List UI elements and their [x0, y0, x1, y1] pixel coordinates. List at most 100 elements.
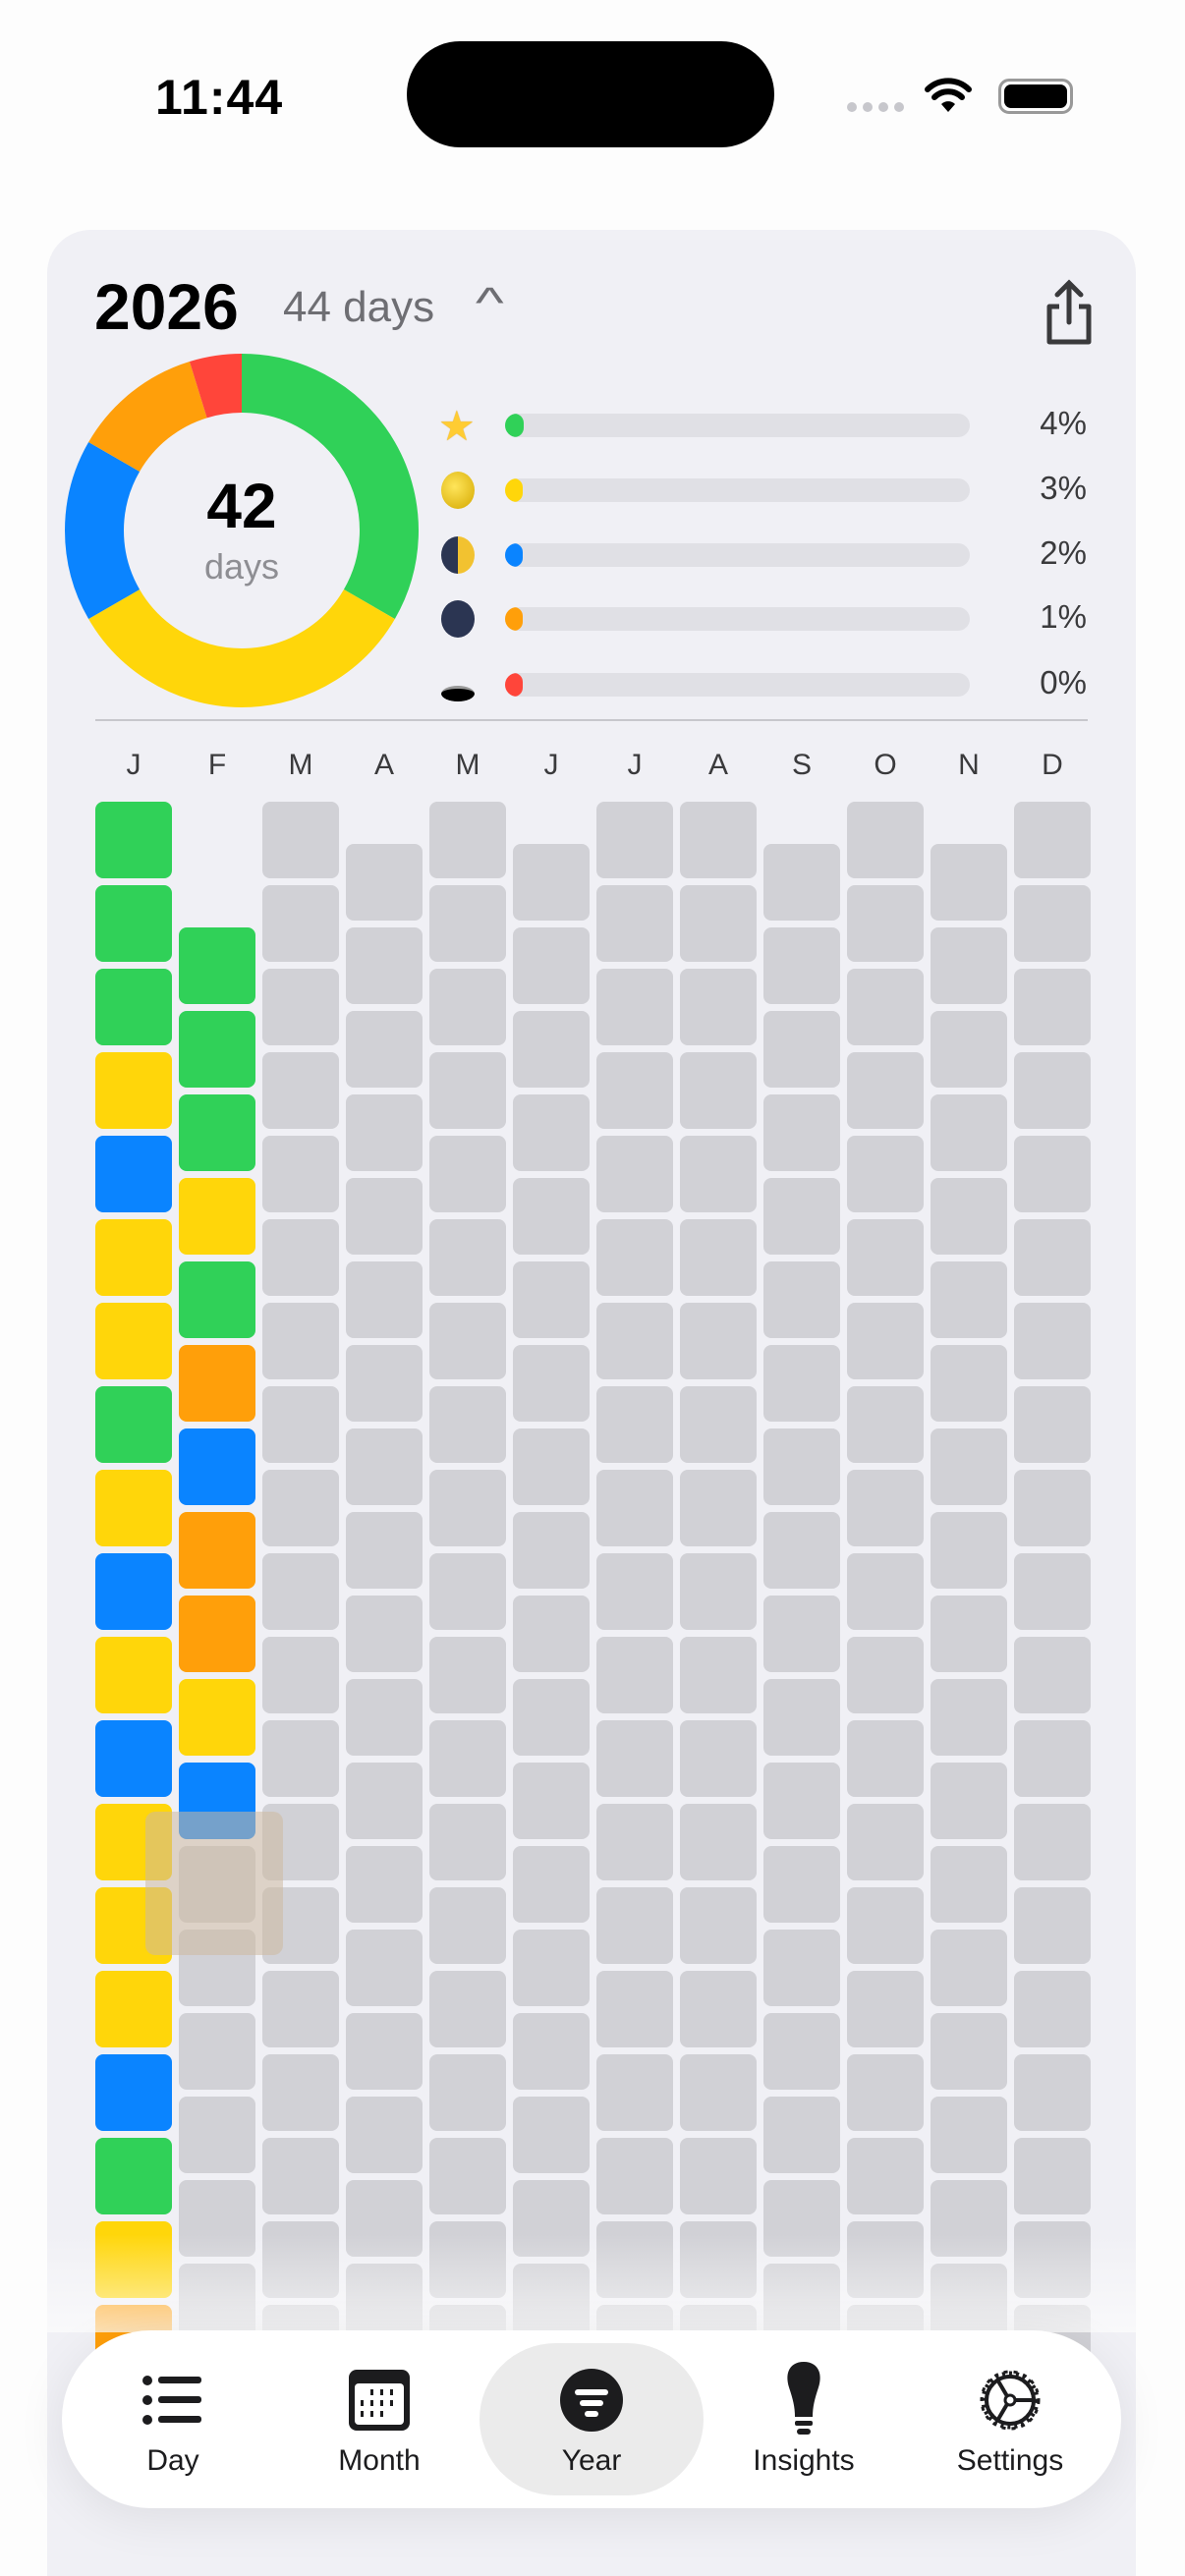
day-cell[interactable]	[179, 1260, 255, 1338]
tab-insights[interactable]: Insights	[701, 2330, 907, 2508]
day-cell[interactable]	[346, 843, 423, 921]
day-cell[interactable]	[346, 1428, 423, 1505]
day-cell[interactable]	[1014, 1553, 1091, 1630]
day-cell[interactable]	[262, 1136, 339, 1212]
day-cell[interactable]	[179, 926, 255, 1004]
day-cell[interactable]	[596, 1553, 673, 1630]
day-cell[interactable]	[931, 1845, 1007, 1923]
day-cell[interactable]	[847, 1553, 924, 1630]
day-cell[interactable]	[931, 926, 1007, 1004]
day-cell[interactable]	[1014, 1386, 1091, 1463]
day-cell[interactable]	[931, 2012, 1007, 2090]
day-cell[interactable]	[95, 1052, 172, 1129]
share-icon[interactable]	[1040, 279, 1099, 348]
day-cell[interactable]	[513, 1511, 590, 1589]
day-cell[interactable]	[680, 1052, 757, 1129]
day-cell[interactable]	[429, 1971, 506, 2047]
day-cell[interactable]	[680, 1804, 757, 1880]
day-cell[interactable]	[847, 1637, 924, 1713]
day-cell[interactable]	[763, 843, 840, 921]
day-cell[interactable]	[763, 1511, 840, 1589]
day-cell[interactable]	[179, 2096, 255, 2173]
day-cell[interactable]	[513, 1093, 590, 1171]
day-cell[interactable]	[95, 1637, 172, 1713]
day-cell[interactable]	[596, 2054, 673, 2131]
day-cell[interactable]	[513, 1260, 590, 1338]
day-cell[interactable]	[262, 1720, 339, 1797]
day-cell[interactable]	[179, 1428, 255, 1505]
day-cell[interactable]	[262, 1470, 339, 1546]
day-cell[interactable]	[931, 1678, 1007, 1756]
day-cell[interactable]	[179, 1511, 255, 1589]
day-cell[interactable]	[596, 1136, 673, 1212]
day-cell[interactable]	[429, 1720, 506, 1797]
day-cell[interactable]	[95, 1720, 172, 1797]
day-cell[interactable]	[429, 1804, 506, 1880]
day-cell[interactable]	[179, 1093, 255, 1171]
day-cell[interactable]	[429, 1470, 506, 1546]
day-cell[interactable]	[931, 1344, 1007, 1422]
day-cell[interactable]	[680, 1303, 757, 1379]
day-cell[interactable]	[931, 1093, 1007, 1171]
day-cell[interactable]	[763, 926, 840, 1004]
day-cell[interactable]	[847, 1052, 924, 1129]
day-cell[interactable]	[596, 1052, 673, 1129]
day-cell[interactable]	[346, 1678, 423, 1756]
day-cell[interactable]	[95, 802, 172, 878]
day-cell[interactable]	[763, 1177, 840, 1255]
day-cell[interactable]	[931, 1177, 1007, 1255]
day-cell[interactable]	[346, 1845, 423, 1923]
day-cell[interactable]	[763, 1678, 840, 1756]
day-cell[interactable]	[346, 1260, 423, 1338]
day-cell[interactable]	[262, 1386, 339, 1463]
day-cell[interactable]	[1014, 1052, 1091, 1129]
chevron-up-icon[interactable]: ^	[475, 279, 504, 327]
day-cell[interactable]	[346, 2012, 423, 2090]
day-cell[interactable]	[179, 1595, 255, 1672]
day-cell[interactable]	[346, 1177, 423, 1255]
day-cell[interactable]	[763, 1929, 840, 2006]
day-cell[interactable]	[596, 1219, 673, 1296]
day-cell[interactable]	[513, 2012, 590, 2090]
day-cell[interactable]	[513, 1929, 590, 2006]
day-cell[interactable]	[847, 1386, 924, 1463]
day-cell[interactable]	[847, 1136, 924, 1212]
day-cell[interactable]	[596, 1386, 673, 1463]
day-cell[interactable]	[346, 1511, 423, 1589]
day-cell[interactable]	[680, 1720, 757, 1797]
day-cell[interactable]	[513, 843, 590, 921]
day-cell[interactable]	[346, 1595, 423, 1672]
day-cell[interactable]	[262, 2054, 339, 2131]
day-cell[interactable]	[429, 1303, 506, 1379]
tab-settings[interactable]: Settings	[907, 2330, 1113, 2508]
day-cell[interactable]	[931, 1511, 1007, 1589]
day-cell[interactable]	[95, 1553, 172, 1630]
day-cell[interactable]	[179, 1177, 255, 1255]
day-cell[interactable]	[931, 1595, 1007, 1672]
day-cell[interactable]	[1014, 1303, 1091, 1379]
day-cell[interactable]	[596, 1720, 673, 1797]
day-cell[interactable]	[596, 1887, 673, 1964]
day-cell[interactable]	[429, 1386, 506, 1463]
day-cell[interactable]	[596, 2138, 673, 2214]
day-cell[interactable]	[763, 1344, 840, 1422]
day-cell[interactable]	[680, 2054, 757, 2131]
day-cell[interactable]	[847, 1804, 924, 1880]
day-cell[interactable]	[429, 1637, 506, 1713]
day-cell[interactable]	[429, 802, 506, 878]
day-cell[interactable]	[847, 1470, 924, 1546]
day-cell[interactable]	[847, 802, 924, 878]
day-cell[interactable]	[95, 1219, 172, 1296]
day-cell[interactable]	[95, 969, 172, 1045]
day-cell[interactable]	[931, 2096, 1007, 2173]
day-cell[interactable]	[1014, 969, 1091, 1045]
day-cell[interactable]	[513, 1010, 590, 1088]
day-cell[interactable]	[429, 885, 506, 962]
day-cell[interactable]	[847, 2138, 924, 2214]
day-cell[interactable]	[513, 1595, 590, 1672]
day-cell[interactable]	[931, 1929, 1007, 2006]
day-cell[interactable]	[346, 2096, 423, 2173]
tab-month[interactable]: Month	[276, 2330, 482, 2508]
day-cell[interactable]	[763, 1595, 840, 1672]
day-cell[interactable]	[346, 1929, 423, 2006]
